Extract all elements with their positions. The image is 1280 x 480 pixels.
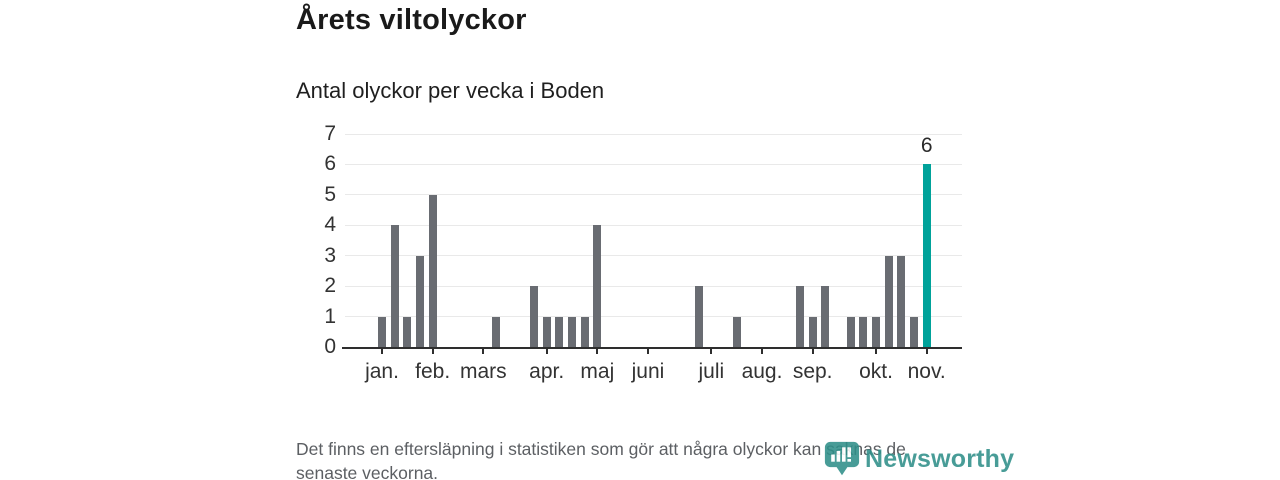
week-bar [416, 255, 424, 347]
week-bar [796, 286, 804, 347]
week-bar [580, 316, 589, 347]
week-bar [403, 316, 412, 347]
gridline [345, 224, 962, 226]
month-tick [431, 349, 434, 354]
month-tick [381, 349, 383, 354]
week-bar [428, 194, 437, 347]
x-axis-month-label: juni [631, 360, 665, 383]
y-axis-tick-label: 1 [324, 304, 336, 328]
week-bar [846, 316, 855, 347]
week-bar [859, 316, 868, 347]
x-axis-month-label: apr. [529, 360, 565, 383]
x-axis-month-label: okt. [859, 360, 893, 383]
gridline [345, 285, 962, 287]
week-bar [593, 225, 602, 347]
month-tick [647, 349, 649, 354]
month-tick [482, 349, 485, 354]
week-bar [530, 286, 538, 347]
gridline [345, 255, 962, 257]
footnote-line: senaste veckorna. [296, 462, 439, 480]
week-bar [568, 316, 576, 347]
month-tick [925, 349, 928, 354]
y-axis-tick-label: 6 [324, 152, 336, 176]
week-bar [732, 316, 741, 347]
y-axis-tick-label: 7 [324, 122, 336, 145]
week-bar [922, 164, 931, 347]
month-tick [811, 349, 814, 354]
newsworthy-wordmark: Newsworthy [865, 444, 1015, 473]
week-bar [378, 316, 386, 347]
month-tick [545, 349, 548, 354]
week-bar [542, 316, 551, 347]
week-bar [872, 316, 880, 347]
week-bar [694, 286, 703, 347]
x-axis-month-label: juli [698, 360, 725, 383]
x-axis-line [342, 347, 962, 349]
gridline [345, 316, 962, 318]
newsworthy-pin-icon [824, 441, 860, 476]
y-axis-tick-label: 5 [324, 182, 336, 206]
gridline [345, 133, 962, 135]
month-tick [761, 349, 763, 354]
x-axis-month-label: aug. [741, 360, 783, 383]
newsworthy-logo: Newsworthy [824, 441, 1014, 477]
week-bar [821, 286, 830, 347]
x-axis-month-label: nov. [907, 360, 946, 383]
highlight-value-label: 6 [920, 134, 933, 158]
chart-title: Årets viltolyckor [296, 4, 527, 36]
x-axis-month-label: sep. [792, 360, 833, 383]
month-tick [596, 349, 599, 354]
footnote: Det finns en eftersläpning i statistiken… [296, 438, 906, 480]
week-bar [808, 316, 817, 347]
x-axis-month-label: feb. [415, 360, 451, 383]
bar-chart-plot: 0 1 2 3 4 5 6 7 6 jan. feb. mars apr. maj juni juli aug.… [324, 122, 962, 383]
month-tick [710, 349, 713, 354]
month-tick [875, 349, 877, 354]
y-axis-tick-label: 3 [324, 243, 336, 267]
week-bar [884, 255, 893, 347]
week-bar [910, 316, 918, 347]
x-axis-month-label: maj [580, 360, 615, 383]
footnote-line: Det finns en eftersläpning i statistiken… [296, 439, 906, 459]
week-bar [555, 316, 564, 347]
chart-subtitle: Antal olyckor per vecka i Boden [296, 78, 605, 103]
gridline [345, 194, 962, 196]
week-bar [897, 255, 906, 347]
gridline [345, 163, 962, 165]
week-bar [390, 225, 399, 347]
y-axis-tick-label: 4 [324, 213, 336, 237]
x-axis-month-label: jan. [365, 360, 399, 383]
week-bar [492, 316, 500, 347]
y-axis-tick-label: 0 [324, 335, 336, 358]
y-axis-tick-label: 2 [324, 274, 336, 298]
x-axis-month-label: mars [459, 360, 507, 383]
